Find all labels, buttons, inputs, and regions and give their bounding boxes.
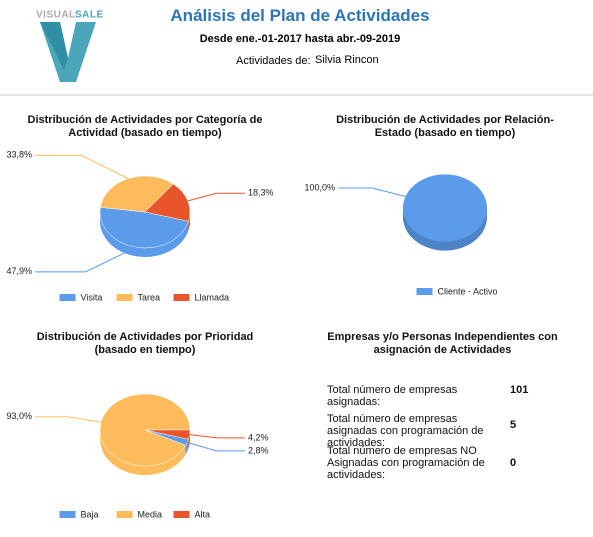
legend-label: Tarea <box>138 292 161 302</box>
date-range: Desde ene.-01-2017 hasta abr.-09-2019 <box>199 33 401 45</box>
legend-label: Media <box>138 509 163 519</box>
legend-swatch <box>416 288 433 295</box>
data-label: 100,0% <box>304 182 335 192</box>
data-label: 33,8% <box>6 150 32 160</box>
legend-label: Cliente - Activo <box>438 286 498 296</box>
legend-swatch <box>173 511 190 518</box>
summary-label: Total número de empresas asignadas: <box>327 384 458 408</box>
legend-swatch <box>116 294 133 301</box>
logo-text-2: SALE <box>75 10 104 21</box>
page-title: Análisis del Plan de Actividades <box>170 6 430 25</box>
data-label: 18,3% <box>248 188 274 198</box>
summary-value: 101 <box>510 384 529 396</box>
data-label: 2,8% <box>248 445 269 455</box>
chart-title: Distribución de Actividades por Categorí… <box>27 114 263 139</box>
leader-line <box>187 441 245 452</box>
owner-label: Actividades de: <box>236 55 311 67</box>
leader-line <box>35 154 129 180</box>
chart-title: Distribución de Actividades por Relación… <box>336 114 554 139</box>
legend-label: Alta <box>195 509 211 519</box>
logo-text-1: VISUAL <box>36 10 76 21</box>
legend-swatch <box>59 294 76 301</box>
summary-title: Empresas y/o Personas Independientes con… <box>327 331 558 356</box>
summary-label: Total número de empresas NO Asignadas co… <box>327 445 485 481</box>
leader-line <box>35 416 102 423</box>
leader-line <box>189 434 245 439</box>
data-label: 4,2% <box>248 432 269 442</box>
pie-slice <box>403 174 487 242</box>
pie-slice <box>99 207 189 249</box>
summary-value: 5 <box>510 419 517 431</box>
legend-swatch <box>116 511 133 518</box>
leader-line <box>35 246 137 273</box>
summary-value: 0 <box>510 457 517 469</box>
legend-label: Baja <box>81 509 99 519</box>
owner: Silvia Rincon <box>315 54 379 66</box>
legend-label: Llamada <box>195 292 230 302</box>
chart-title: Distribución de Actividades por Priorida… <box>36 331 254 356</box>
legend-swatch <box>59 511 76 518</box>
data-label: 47,9% <box>6 266 32 276</box>
logo: VISUAL SALE <box>36 10 104 82</box>
legend-label: Visita <box>81 292 103 302</box>
pie-slice <box>100 175 174 213</box>
leader-line <box>338 187 406 197</box>
data-label: 93,0% <box>6 411 32 421</box>
leader-line <box>187 192 245 202</box>
summary-label: Total número de empresas asignadas con p… <box>327 413 484 449</box>
legend-swatch <box>173 294 190 301</box>
